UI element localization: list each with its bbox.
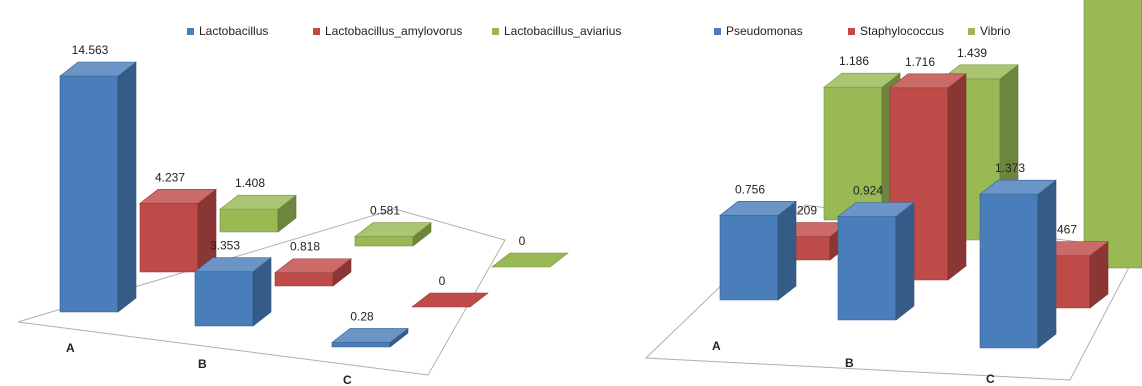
legend-label-lactobacillus: Lactobacillus [199, 24, 268, 38]
value-label-lactobacillus-c: 0.28 [350, 309, 374, 323]
legend-swatch-lactobacillus-amylovorus [313, 28, 320, 35]
category-label-c: C [986, 372, 995, 386]
value-label-lactobacillus-amylovorus-b: 0.818 [290, 240, 320, 254]
value-label-lactobacillus-aviarius-c: 0 [519, 234, 526, 248]
bar-vibrio-a [823, 72, 901, 221]
value-label-pseudomonas-b: 0.924 [853, 184, 883, 198]
category-label-c: C [343, 373, 352, 386]
bar-lactobacillus-aviarius-c [491, 252, 569, 268]
bar-lactobacillus-amylovorus-a [139, 188, 217, 273]
category-label-b: B [198, 357, 207, 371]
legend-swatch-lactobacillus-aviarius [492, 28, 499, 35]
chart-2: Pseudomonas Staphylococcus Vibrio A B C 1.186 1… [644, 0, 1142, 386]
value-label-pseudomonas-c: 1.373 [995, 161, 1025, 175]
legend-swatch-pseudomonas [714, 28, 721, 35]
legend-label-staphylococcus: Staphylococcus [860, 24, 944, 38]
value-label-staphylococcus-b: 1.716 [905, 55, 935, 69]
legend-label-lactobacillus-amylovorus: Lactobacillus_amylovorus [325, 24, 462, 38]
legend-label-vibrio: Vibrio [980, 24, 1011, 38]
value-label-pseudomonas-a: 0.756 [735, 182, 765, 196]
bar-lactobacillus-aviarius-b [354, 221, 432, 247]
bar-pseudomonas-c [979, 179, 1057, 349]
category-label-a: A [66, 341, 75, 355]
bar-lactobacillus-aviarius-a [219, 194, 297, 233]
legend-swatch-vibrio [968, 28, 975, 35]
bar-vibrio-c [1083, 0, 1142, 269]
value-label-lactobacillus-amylovorus-a: 4.237 [155, 170, 185, 184]
category-label-b: B [845, 356, 854, 370]
value-label-vibrio-b: 1.439 [957, 46, 987, 60]
value-label-lactobacillus-amylovorus-c: 0 [439, 274, 446, 288]
value-label-lactobacillus-a: 14.563 [72, 43, 109, 57]
value-label-lactobacillus-b: 3.353 [210, 239, 240, 253]
category-label-a: A [712, 339, 721, 353]
bar-pseudomonas-b [837, 201, 915, 321]
bar-lactobacillus-b [194, 257, 272, 327]
value-label-vibrio-a: 1.186 [839, 54, 869, 68]
legend-swatch-lactobacillus [187, 28, 194, 35]
legend-label-lactobacillus-aviarius: Lactobacillus_aviarius [504, 24, 621, 38]
bar-pseudomonas-a [719, 200, 797, 301]
chart-1: Lactobacillus Lactobacillus_amylovorus Lac… [17, 24, 621, 386]
bar-lactobacillus-c [331, 327, 409, 348]
value-label-lactobacillus-aviarius-a: 1.408 [235, 176, 265, 190]
legend-label-pseudomonas: Pseudomonas [726, 24, 803, 38]
value-label-lactobacillus-aviarius-b: 0.581 [370, 204, 400, 218]
bar-lactobacillus-amylovorus-b [274, 258, 352, 287]
bar-lactobacillus-amylovorus-c [411, 292, 489, 308]
legend-swatch-staphylococcus [848, 28, 855, 35]
bar-lactobacillus-a [59, 61, 137, 313]
